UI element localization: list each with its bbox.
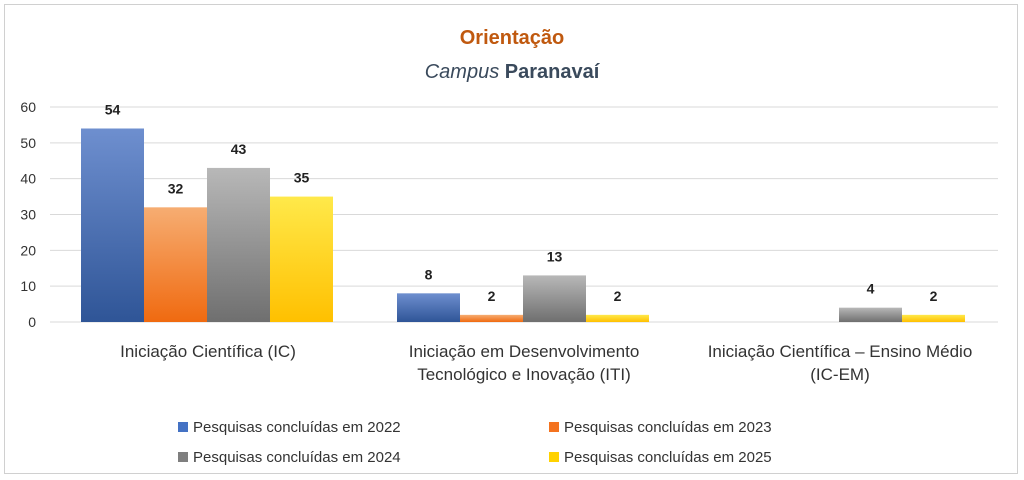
- data-label: 2: [488, 288, 496, 304]
- data-label: 13: [547, 248, 563, 264]
- legend-swatch: [178, 452, 188, 462]
- y-tick-label: 30: [20, 207, 36, 223]
- legend-label: Pesquisas concluídas em 2022: [193, 419, 401, 436]
- data-labels: 54 8 32 2 43 13 4 35 2 2: [105, 102, 938, 304]
- bar: [586, 314, 649, 322]
- data-label: 8: [425, 266, 433, 282]
- data-label: 2: [614, 288, 622, 304]
- category-labels: Iniciação Científica (IC) Iniciação em De…: [120, 342, 972, 384]
- data-label: 4: [867, 281, 875, 297]
- bar: [902, 314, 965, 322]
- bar: [523, 275, 586, 322]
- category-label: Iniciação Científica (IC): [120, 342, 296, 361]
- legend-swatch: [549, 452, 559, 462]
- bar: [397, 293, 460, 322]
- y-tick-label: 50: [20, 135, 36, 151]
- bar: [839, 307, 902, 322]
- chart-title: Orientação: [460, 27, 564, 49]
- chart-subtitle-italic: Campus: [425, 61, 499, 83]
- y-tick-label: 40: [20, 171, 36, 187]
- chart-subtitle: Campus Paranavaí: [425, 61, 601, 83]
- legend-label: Pesquisas concluídas em 2023: [564, 419, 772, 436]
- y-tick-label: 20: [20, 242, 36, 258]
- y-axis: 0 10 20 30 40 50 60: [20, 99, 36, 330]
- data-label: 32: [168, 180, 184, 196]
- bar: [460, 314, 523, 322]
- legend: Pesquisas concluídas em 2022 Pesquisas co…: [178, 419, 772, 466]
- chart-subtitle-rest: Paranavaí: [505, 61, 601, 83]
- legend-swatch: [178, 422, 188, 432]
- y-tick-label: 0: [28, 314, 36, 330]
- legend-label: Pesquisas concluídas em 2025: [564, 449, 772, 466]
- data-label: 54: [105, 102, 121, 118]
- legend-label: Pesquisas concluídas em 2024: [193, 449, 401, 466]
- category-label: Iniciação em Desenvolvimento Tecnológico …: [409, 342, 640, 384]
- bars: [81, 128, 965, 322]
- bar: [81, 128, 144, 322]
- bar: [207, 167, 270, 322]
- legend-swatch: [549, 422, 559, 432]
- y-tick-label: 10: [20, 278, 36, 294]
- data-label: 43: [231, 141, 247, 157]
- y-tick-label: 60: [20, 99, 36, 115]
- data-label: 35: [294, 170, 310, 186]
- category-label: Iniciação Científica – Ensino Médio (IC-E…: [708, 342, 973, 384]
- bar: [144, 207, 207, 322]
- data-label: 2: [930, 288, 938, 304]
- bar: [270, 196, 333, 322]
